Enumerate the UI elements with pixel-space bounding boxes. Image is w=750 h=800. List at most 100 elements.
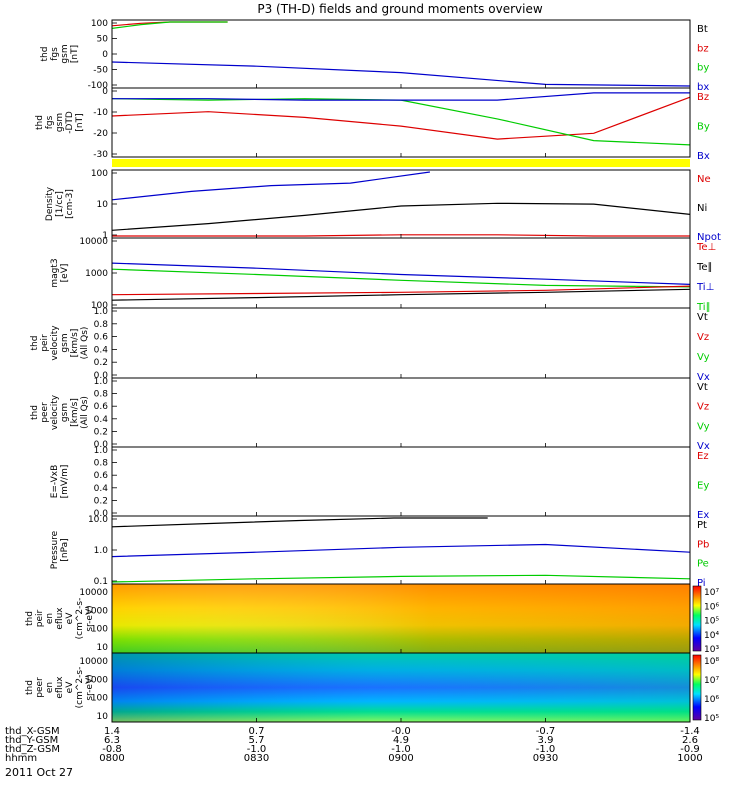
tick-label: 100 — [91, 625, 108, 635]
colorbar-label: 10⁴ — [704, 631, 719, 641]
footer-value: -0.0 — [391, 726, 411, 737]
series-Ti⊥ — [111, 262, 691, 285]
tick-label: 100 — [91, 694, 108, 704]
tick-label: 50 — [97, 35, 109, 45]
tick-label: 10 — [97, 712, 109, 722]
panel-frame — [111, 515, 691, 585]
legend-Bz: Bz — [697, 92, 709, 103]
series-Pt — [111, 517, 488, 528]
tick-label: 0.1 — [94, 577, 108, 587]
series-Bx — [112, 92, 690, 101]
footer-value: -0.9 — [680, 744, 700, 755]
y-axis-label: magt3[eV] — [50, 258, 70, 287]
footer-value: -1.0 — [247, 744, 267, 755]
series-Te∥ — [111, 288, 691, 301]
tick-label: 0 — [102, 50, 108, 60]
panel-peer-velocity: 1.0 0.8 0.6 0.4 0.2 0.0 Vt Vz Vy Vx thdpeervelocit… — [30, 377, 710, 452]
legend-Vt: Vt — [697, 382, 708, 393]
footer-value: 3.9 — [538, 735, 554, 746]
legend-Bx: Bx — [697, 151, 710, 162]
y-axis-label: Density[1/cc][cm-3] — [45, 186, 75, 221]
tick-label: 0.0 — [94, 371, 109, 381]
legend-Pt: Pt — [697, 520, 707, 531]
legend-Npot: Npot — [697, 232, 721, 243]
footer-label: thd_Y-GSM — [5, 735, 58, 746]
legend-Pb: Pb — [697, 539, 709, 550]
footer-value: 5.7 — [249, 735, 265, 746]
tick-label: 0.8 — [94, 459, 109, 469]
tick-label: 0.4 — [94, 415, 109, 425]
tick-label: 1.0 — [94, 446, 109, 456]
y-axis-label: thdpeirenefluxeV(cm^2-s-sr-eV) — [25, 598, 95, 640]
colorbar-label: 10⁸ — [704, 657, 719, 667]
footer-value: 0930 — [533, 753, 558, 764]
y-axis-label: thdpeerenefluxeV(cm^2-s-sr-eV) — [25, 667, 95, 709]
colorbar-label: 10⁶ — [704, 695, 719, 705]
tick-label: 0.2 — [94, 358, 108, 368]
panel-temperature: 10000 1000 100 Te⊥ Te∥ Ti⊥ Ti∥ magt3[eV] — [50, 237, 716, 313]
tick-label: 100 — [91, 19, 108, 29]
panel-frame — [111, 237, 691, 309]
legend-Ex: Ex — [697, 510, 709, 521]
legend-Vz: Vz — [697, 332, 709, 343]
tick-label: 0.0 — [94, 509, 109, 519]
panels: 100 50 0 -50 -100 Bt bz by bx thdfgsgsm[nT] 0 -10 -2… — [25, 19, 721, 724]
tick-label: 0.6 — [94, 402, 109, 412]
panel-frame — [111, 377, 691, 448]
tick-label: 0.4 — [94, 345, 109, 355]
tick-label: 0.6 — [94, 333, 109, 343]
footer-value: 1000 — [677, 753, 702, 764]
y-axis-label: thdpeervelocitygsm[km/s](All Qs) — [30, 394, 90, 430]
tick-label: 10 — [97, 200, 109, 210]
panel-frame — [111, 446, 691, 517]
colorbar-label: 10⁵ — [704, 714, 719, 724]
tick-label: -10 — [93, 108, 108, 118]
panel-frame — [111, 307, 691, 379]
series-Ti∥ — [111, 268, 691, 288]
y-axis-label: E=-VxB[mV/m] — [50, 465, 70, 499]
tick-label: 0.2 — [94, 427, 108, 437]
spectrogram-shade — [112, 653, 690, 722]
tick-label: 10000 — [79, 588, 108, 598]
legend-Ti⊥: Ti⊥ — [696, 282, 714, 293]
legend-Ne: Ne — [697, 174, 711, 185]
tick-label: 10.0 — [88, 515, 108, 525]
footer-value: -1.0 — [391, 744, 411, 755]
series-bx — [111, 61, 691, 87]
series-Bz — [111, 96, 691, 140]
series-by — [111, 21, 228, 29]
legend-Te⊥: Te⊥ — [696, 242, 716, 253]
series-Pe — [111, 574, 691, 583]
series-Pi — [111, 543, 691, 558]
colorbar-label: 10⁷ — [704, 676, 719, 686]
tick-label: 100 — [91, 169, 108, 179]
colorbar-label: 10³ — [704, 645, 719, 655]
tick-label: 1.0 — [94, 377, 109, 387]
panel-peir-velocity: 1.0 0.8 0.6 0.4 0.2 0.0 Vt Vz Vy Vx thdpeirvelocit… — [30, 307, 710, 383]
legend-Vx: Vx — [697, 441, 710, 452]
tick-label: 10000 — [79, 237, 108, 247]
series-By — [111, 98, 691, 146]
tick-label: 1000 — [85, 606, 108, 616]
colorbar-label: 10⁵ — [704, 617, 719, 627]
series-Npot — [111, 171, 430, 201]
panel-frame — [111, 169, 691, 239]
tick-label: 0.0 — [94, 440, 109, 450]
panel-frame — [111, 19, 691, 89]
yellow-bar — [112, 159, 690, 167]
legend-Ez: Ez — [697, 451, 709, 462]
footer-value: 6.3 — [104, 735, 120, 746]
tick-label: 1.0 — [94, 307, 109, 317]
legend-Vz: Vz — [697, 402, 709, 413]
tick-label: 10000 — [79, 657, 108, 667]
legend-Te∥: Te∥ — [696, 262, 713, 273]
footer-value: -1.0 — [536, 744, 556, 755]
footer-value: 0800 — [99, 753, 124, 764]
legend-Ni: Ni — [697, 203, 707, 214]
legend-Vy: Vy — [697, 352, 710, 363]
date-label: 2011 Oct 27 — [5, 766, 73, 779]
footer-value: -0.8 — [102, 744, 122, 755]
tick-label: 1 — [102, 231, 108, 241]
tick-label: 10 — [97, 643, 109, 653]
